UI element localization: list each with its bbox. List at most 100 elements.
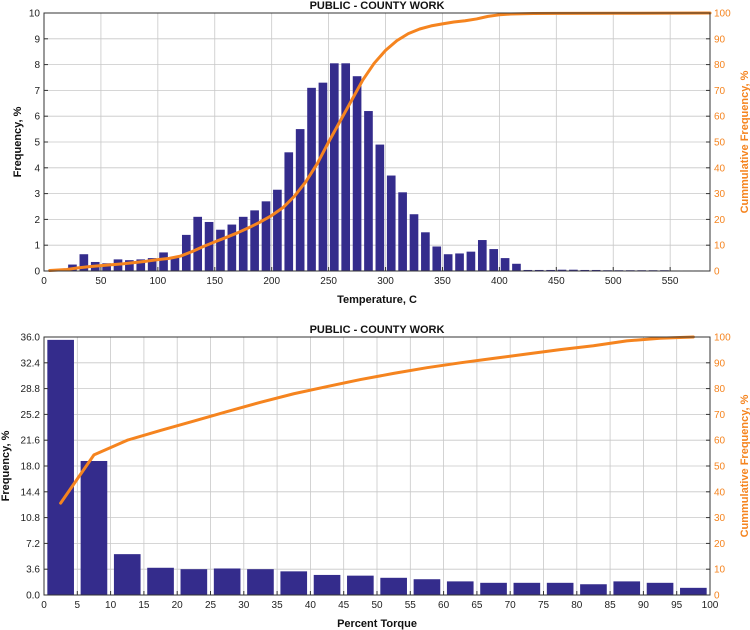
x-tick-label: 60 [438,600,450,611]
x-tick-label: 15 [138,600,150,611]
bar [413,579,441,595]
bar [446,581,474,595]
bar [318,82,328,271]
y2-tick-label: 20 [714,215,726,226]
y2-axis-label: Cummulative Frequency, % [739,70,750,213]
y2-tick-label: 60 [714,112,726,123]
bar [386,175,396,271]
bar [380,577,407,595]
y2-tick-label: 50 [714,138,726,149]
x-tick-label: 400 [491,276,508,287]
bar [432,246,442,271]
bar [580,584,607,595]
y-tick-label: 7 [34,86,40,97]
bar [102,263,111,271]
y2-tick-label: 70 [714,86,726,97]
bar [613,581,641,595]
bar [204,221,214,271]
y-tick-label: 3.6 [26,565,40,576]
x-tick-label: 25 [205,600,217,611]
bar [489,249,499,271]
bar [534,269,544,271]
y-tick-label: 6 [34,112,40,123]
x-tick-label: 0 [41,276,47,287]
bars [45,63,703,272]
x-axis-label: Percent Torque [337,618,417,630]
bar [443,254,453,271]
bar [523,269,533,271]
bar [295,129,305,271]
x-tick-label: 30 [238,600,250,611]
x-tick-label: 85 [605,600,617,611]
bar [170,256,180,271]
y2-tick-label: 100 [714,9,731,20]
y2-tick-label: 0 [714,267,720,278]
x-tick-label: 200 [263,276,280,287]
x-axis-ticks: 0 5 10 15 20 25 30 35 40 45 50 55 60 65 70 75 80 85 90 95 10… [41,591,719,611]
y-tick-label: 7.2 [26,539,40,550]
bar [273,189,282,271]
bar [680,587,707,595]
y-tick-label: 36.0 [21,333,41,344]
chart-title: PUBLIC - COUNTY WORK [310,0,445,12]
bar [347,575,374,595]
x-axis-ticks: 0 50 100 150 200 250 300 350 400 450 500 550 [41,267,679,287]
y2-tick-label: 50 [714,462,726,473]
cumulative-line [48,11,712,272]
bar [216,229,225,271]
y-tick-label: 9 [34,34,40,45]
x-tick-label: 450 [548,276,565,287]
bar [261,201,271,271]
bar [136,259,146,271]
y2-tick-label: 80 [714,60,726,71]
bar [341,63,351,272]
y2-axis-ticks: 0 10 20 30 40 50 60 70 80 90 100 [706,9,731,278]
bar [238,216,248,271]
x-tick-label: 65 [471,600,483,611]
bar [513,582,541,595]
x-tick-label: 95 [671,600,683,611]
y-tick-label: 18.0 [21,462,41,473]
x-tick-label: 55 [405,600,417,611]
y-tick-label: 2 [34,215,40,226]
y2-axis-label: Cummulative Frequency, % [739,394,750,537]
x-tick-label: 45 [338,600,350,611]
bar [466,251,476,271]
bar [250,210,259,271]
bar [580,269,590,271]
y2-tick-label: 40 [714,487,726,498]
y2-tick-label: 90 [714,34,726,45]
y2-tick-label: 0 [714,591,720,602]
x-tick-label: 100 [150,276,167,287]
y-tick-label: 10.8 [21,513,41,524]
x-tick-label: 500 [605,276,622,287]
x-tick-label: 10 [105,600,117,611]
y-tick-label: 1 [34,241,40,252]
bar [79,254,89,271]
bar [329,63,339,272]
torque-histogram-chart: PUBLIC - COUNTY WORK Percent Torque Freq… [0,324,750,630]
bar [113,554,141,595]
bar [546,269,555,271]
x-tick-label: 5 [75,600,81,611]
bar [280,571,308,595]
x-tick-label: 80 [571,600,583,611]
bar [477,240,487,271]
y-tick-label: 10 [29,9,41,20]
bar [591,269,601,271]
bar [500,258,510,271]
x-tick-label: 50 [95,276,107,287]
x-axis-label: Temperature, C [337,294,417,306]
x-tick-label: 75 [538,600,550,611]
bar [180,569,208,595]
bar [284,152,294,271]
bar [409,214,419,271]
bars [47,339,707,595]
y-tick-label: 32.4 [21,358,41,369]
x-tick-label: 350 [434,276,451,287]
bar [569,269,578,271]
y2-tick-label: 30 [714,189,726,200]
y-tick-label: 0 [34,267,40,278]
bar [213,568,241,595]
